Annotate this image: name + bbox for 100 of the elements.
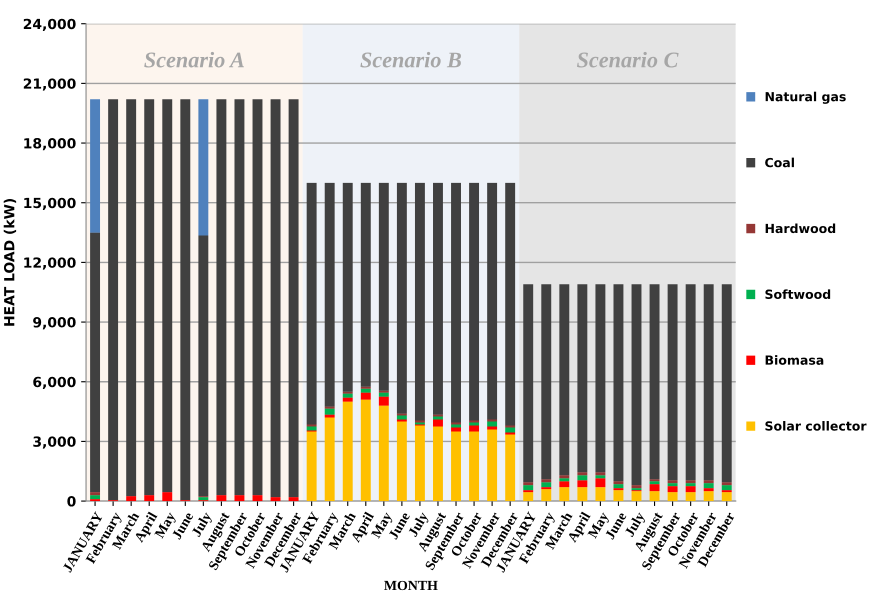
bar [650, 491, 660, 502]
bar [559, 475, 570, 478]
legend-label: Hardwood [766, 223, 836, 234]
annotation: Scenario A [144, 52, 244, 68]
bar [198, 236, 208, 496]
bar [451, 182, 461, 423]
y-tick-label: 15,000 [24, 198, 76, 210]
bar [451, 431, 461, 502]
legend-label: Coal [765, 158, 794, 168]
y-tick-label: 3,000 [33, 436, 76, 449]
bar [378, 182, 389, 391]
bar [595, 478, 606, 488]
bar [198, 497, 208, 500]
bar [270, 497, 281, 502]
bar [433, 182, 443, 415]
bar [523, 482, 534, 486]
bar [686, 492, 696, 502]
bar [686, 284, 696, 480]
y-tick-label: 24,000 [24, 18, 76, 31]
bar [126, 496, 136, 502]
bar [360, 182, 371, 387]
legend-label: Softwood [765, 289, 830, 299]
bar [559, 284, 570, 476]
bar [90, 232, 100, 492]
bar [270, 99, 281, 498]
bar [252, 99, 262, 496]
bar [704, 491, 714, 502]
bar [469, 431, 480, 502]
bar [577, 475, 588, 480]
bar [523, 485, 534, 490]
bar [306, 426, 317, 430]
legend-label: Natural gas [766, 92, 846, 104]
bar [704, 284, 714, 480]
bar [378, 396, 389, 406]
bar [108, 99, 118, 500]
bar [90, 492, 100, 496]
bar [577, 472, 588, 476]
bar [632, 284, 642, 486]
y-tick-label: 21,000 [24, 78, 76, 91]
bar [541, 284, 552, 480]
bar [324, 418, 335, 502]
bar [342, 394, 353, 398]
bar [378, 406, 389, 502]
bar [632, 491, 642, 502]
y-tick-label: 12,000 [24, 257, 76, 270]
bar [252, 495, 262, 502]
bar [360, 388, 371, 393]
bar [234, 99, 244, 496]
x-axis-title: MONTH [384, 580, 438, 590]
bar [704, 488, 714, 492]
bar [541, 489, 552, 502]
bar [686, 486, 696, 492]
bar [360, 392, 371, 400]
bar [306, 431, 317, 502]
bar [162, 492, 172, 502]
bar [487, 426, 498, 430]
bar [668, 492, 678, 502]
annotation: Scenario C [576, 52, 679, 68]
bar [487, 422, 498, 426]
y-tick-label: 6,000 [33, 376, 76, 389]
bar [523, 492, 534, 502]
bar [704, 480, 714, 484]
bar [180, 99, 190, 500]
bar [686, 480, 696, 484]
bar [306, 182, 317, 425]
bar [487, 182, 498, 420]
bar [396, 422, 407, 502]
legend-label: Solar collector [765, 421, 866, 431]
bar [144, 495, 154, 502]
bar [559, 481, 570, 488]
bar [595, 472, 606, 476]
bar [523, 284, 534, 482]
bar [595, 284, 606, 472]
bar [324, 408, 335, 415]
bar [577, 480, 588, 488]
bar [686, 483, 696, 486]
bar [541, 479, 552, 482]
bar [541, 482, 552, 488]
y-tick-label: 9,000 [33, 317, 76, 330]
bar [668, 486, 678, 492]
bar [577, 487, 588, 502]
bar [505, 427, 516, 432]
y-tick-label: 18,000 [24, 138, 76, 150]
bar [433, 416, 443, 420]
bar [595, 475, 606, 478]
bar [632, 485, 642, 488]
bar [613, 481, 624, 484]
bar [650, 484, 660, 492]
bar [324, 414, 335, 418]
bar [90, 99, 100, 233]
bar [342, 398, 353, 402]
bar [162, 99, 172, 492]
bar [668, 480, 678, 484]
bar [613, 484, 624, 488]
y-axis-title: HEAT LOAD (kW) [4, 198, 16, 326]
bar [722, 284, 732, 482]
bar [342, 402, 353, 502]
bar [451, 427, 461, 432]
bar [433, 420, 443, 426]
legend-label: Biomasa [766, 355, 824, 365]
